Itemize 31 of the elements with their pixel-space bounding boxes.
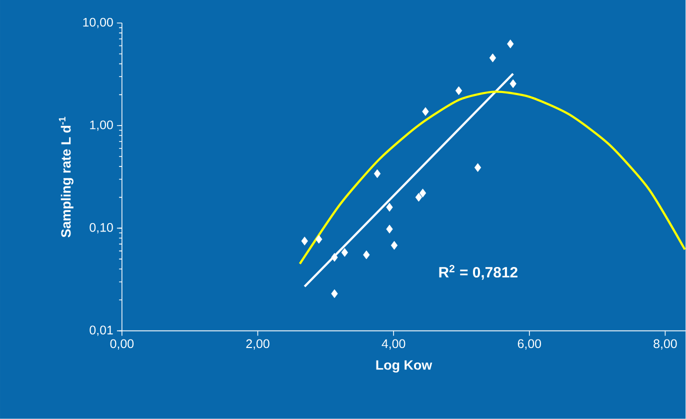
x-axis-title: Log Kow: [376, 360, 432, 373]
y-tick-label: 1,00: [90, 120, 113, 131]
point: [489, 54, 496, 62]
y-axis-title: Sampling rate L d$^{-1}$: [58, 116, 74, 238]
point: [422, 107, 429, 116]
point: [374, 169, 381, 178]
point: [507, 40, 514, 48]
point: [415, 193, 422, 202]
point: [510, 79, 516, 88]
x-tick-label: 8,00: [654, 339, 677, 350]
point: [341, 248, 348, 257]
point: [474, 163, 482, 172]
point: [301, 236, 308, 246]
point: [331, 289, 338, 298]
x-tick-label: 6,00: [518, 339, 542, 350]
annotation: R$^{2}$ = 0,7812: [439, 265, 518, 280]
point: [419, 188, 426, 198]
y-tick-label: 10,00: [83, 18, 113, 28]
point: [331, 253, 338, 262]
y-tick-label: 0,01: [90, 326, 113, 336]
x-tick-label: 2,00: [246, 339, 270, 350]
point: [386, 202, 393, 212]
x-tick-label: 0,00: [110, 339, 134, 350]
x-tick-label: 4,00: [382, 339, 406, 350]
point: [363, 250, 370, 260]
line-series: [298, 90, 686, 265]
point: [390, 241, 398, 250]
point: [455, 86, 462, 96]
point: [386, 224, 393, 234]
point: [316, 234, 322, 244]
y-tick-label: 0,10: [90, 223, 113, 234]
